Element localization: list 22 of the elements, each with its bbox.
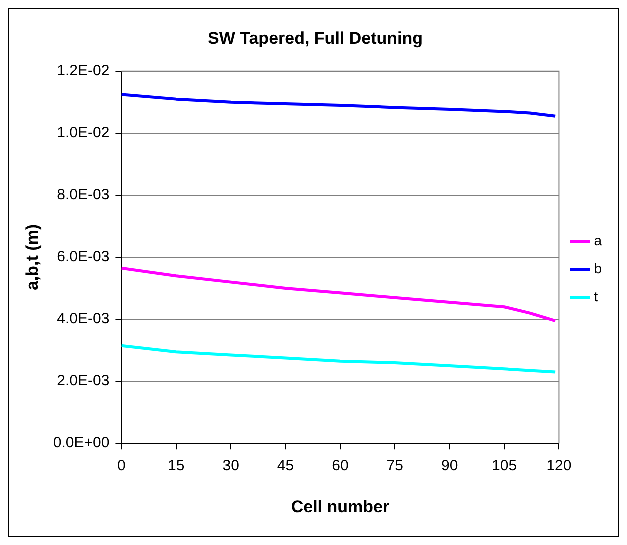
chart-title: SW Tapered, Full Detuning: [208, 28, 424, 48]
y-tick-label: 8.0E-03: [57, 186, 110, 204]
y-tick-label: 0.0E+00: [53, 434, 110, 452]
x-axis-title: Cell number: [291, 497, 390, 516]
legend-label: a: [594, 232, 602, 248]
x-tick-label: 60: [332, 458, 349, 475]
y-tick-label: 6.0E-03: [57, 248, 110, 266]
x-tick-label: 0: [118, 458, 126, 475]
x-tick-label: 75: [386, 458, 404, 475]
x-tick-label: 120: [546, 458, 572, 475]
x-tick-label: 15: [168, 458, 185, 475]
x-tick-label: 90: [441, 458, 458, 475]
legend-label: b: [594, 260, 602, 276]
x-tick-label: 45: [277, 458, 294, 475]
y-tick-label: 4.0E-03: [57, 310, 110, 328]
x-tick-label: 105: [492, 458, 518, 475]
y-tick-label: 2.0E-03: [57, 372, 110, 390]
legend-label: t: [594, 288, 598, 304]
y-axis-title: a,b,t (m): [22, 224, 42, 291]
y-tick-label: 1.2E-02: [57, 62, 110, 80]
x-tick-label: 30: [222, 458, 240, 475]
y-tick-label: 1.0E-02: [57, 124, 110, 142]
